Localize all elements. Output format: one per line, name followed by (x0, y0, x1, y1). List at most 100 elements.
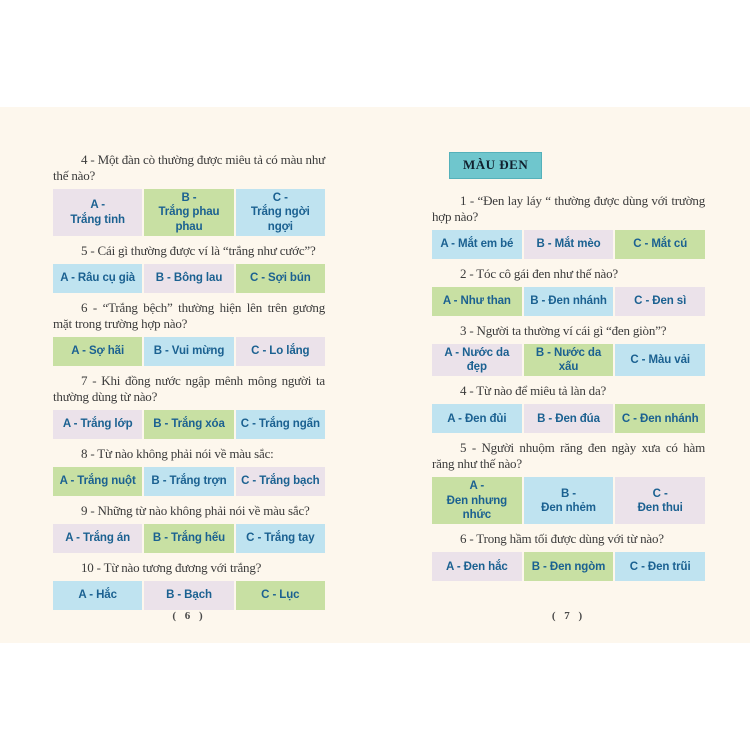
option-label: C - Lo lắng (251, 345, 310, 358)
options-row: A - Trắng án B - Trắng hếu C - Trắng tay (53, 524, 325, 554)
question-block: 3 - Người ta thường ví cái gì “đen giòn”… (432, 322, 706, 377)
question-block: 2 - Tóc cô gái đen như thế nào? A - Như t… (432, 265, 706, 316)
question-text: 7 - Khi đồng nước ngập mênh mông người t… (53, 373, 325, 405)
option-c: C - Đen trũi (615, 552, 706, 582)
question-text: 8 - Từ nào không phải nói về màu sắc: (81, 446, 274, 462)
page-number: ( 6 ) (172, 610, 206, 622)
options-row: A - Như than B - Đen nhánh C - Đen sì (432, 286, 706, 316)
options-row: A - Hắc B - Bạch C - Lục (53, 581, 325, 611)
option-c: C - Trắng ngấn (235, 410, 325, 440)
option-a: A - Nước da đẹp (432, 343, 522, 377)
option-label: B - Mắt mèo (536, 237, 601, 250)
option-c: C - Đen thui (615, 477, 706, 525)
option-label: Đen thui (637, 501, 683, 514)
option-label: C - Đen nhánh (621, 412, 699, 425)
option-c: C - Đen sì (615, 286, 706, 316)
option-a: A - Đen hắc (432, 552, 522, 582)
question-block: 10 - Từ nào tương đương với trắng? A - Hắ… (53, 560, 325, 611)
question-text: 1 - “Đen lay láy “ thường được dùng với … (432, 192, 705, 224)
option-c: C - Đen nhánh (615, 404, 706, 434)
option-b: B - Nước da xấu (523, 343, 614, 377)
page-7: MÀU ĐEN 1 - “Đen lay láy “ thường được dù… (432, 152, 705, 643)
option-label: A - Như than (442, 294, 511, 307)
option-label: B - Bông lau (155, 272, 223, 285)
option-label: B - Đen đúa (537, 412, 600, 425)
option-a: A - Đen đủi (432, 404, 522, 434)
option-label: B - Đen ngòm (531, 560, 606, 573)
question-block: 6 - “Trắng bệch” thường hiện lên trên gư… (53, 300, 325, 367)
option-label: Trắng tinh (70, 213, 125, 226)
option-c: C - Sợi bún (235, 264, 325, 294)
options-row: A - Nước da đẹp B - Nước da xấu C - Màu vả… (432, 343, 706, 377)
option-b: B - Đen nhẻm (523, 477, 614, 525)
question-text: 2 - Tóc cô gái đen như thế nào? (460, 265, 618, 281)
option-label: A - Râu cụ già (60, 272, 136, 285)
option-label: A - Trắng lớp (62, 418, 133, 431)
question-text: 4 - Một đàn cò thường được miêu tả có mà… (53, 152, 325, 183)
option-label: Đen nhưng nhức (446, 494, 508, 522)
option-label: A - Hắc (78, 589, 117, 602)
question-block: 4 - Từ nào để miêu tả làn da? A - Đen đủi… (432, 383, 706, 434)
option-prefix: B - (181, 192, 197, 204)
option-b: B - Đen nhánh (523, 286, 614, 316)
option-a: A - Trắng lớp (53, 410, 143, 440)
question-block: 9 - Những từ nào không phải nói về màu s… (53, 503, 325, 554)
option-b: B - Trắng phau phau (144, 189, 234, 237)
option-label: B - Nước da xấu (535, 346, 602, 373)
option-b: B - Mắt mèo (523, 229, 614, 259)
options-row: A - Trắng nuột B - Trắng trợn C - Trắng bạ… (53, 467, 325, 497)
option-c: C - Trắng tay (235, 524, 325, 554)
options-row: A - Trắng tinh B - Trắng phau phau C - Trắng … (53, 189, 325, 237)
option-a: A - Mắt em bé (432, 229, 522, 259)
option-label: Trắng ngời ngợi (250, 206, 310, 233)
option-label: C - Màu vải (630, 353, 690, 366)
option-prefix: A - (469, 480, 485, 493)
options-row: A - Đen đủi B - Đen đúa C - Đen nhánh (432, 404, 706, 434)
option-c: C - Màu vải (615, 343, 706, 377)
question-text: 3 - Người ta thường ví cái gì “đen giòn”… (460, 322, 667, 338)
option-label: A - Trắng nuột (59, 475, 136, 488)
question-text: 5 - Cái gì thường được ví là “trắng như … (81, 243, 316, 259)
option-b: B - Vui mừng (144, 337, 234, 367)
option-b: B - Bạch (144, 581, 234, 611)
question-block: 4 - Một đàn cò thường được miêu tả có mà… (53, 152, 325, 237)
page-number: ( 7 ) (551, 610, 586, 622)
question-block: 5 - Cái gì thường được ví là “trắng như … (53, 243, 325, 294)
section-header: MÀU ĐEN (449, 152, 543, 179)
option-label: C - Trắng ngấn (240, 418, 320, 431)
option-a: A - Sợ hãi (53, 337, 143, 367)
book-pages: 4 - Một đàn cò thường được miêu tả có mà… (0, 107, 750, 643)
option-prefix: A - (90, 199, 105, 212)
option-label: B - Trắng trợn (151, 475, 227, 488)
question-text: 5 - Người nhuộm răng đen ngày xưa có hàm… (432, 440, 705, 472)
option-c: C - Mắt cú (615, 229, 706, 259)
option-b: B - Đen ngòm (523, 552, 614, 582)
option-a: A - Đen nhưng nhức (432, 477, 522, 525)
option-label: B - Trắng hếu (152, 532, 226, 545)
option-b: B - Trắng trợn (144, 467, 234, 497)
options-row: A - Trắng lớp B - Trắng xóa C - Trắng ngấn (53, 410, 325, 440)
page-6: 4 - Một đàn cò thường được miêu tả có mà… (53, 152, 325, 643)
question-block: 7 - Khi đồng nước ngập mênh mông người t… (53, 373, 325, 440)
option-a: A - Như than (432, 286, 522, 316)
question-block: 1 - “Đen lay láy “ thường được dùng với … (432, 193, 705, 259)
options-row: A - Đen nhưng nhức B - Đen nhẻm C - Đen thui (432, 477, 706, 525)
option-b: B - Bông lau (144, 264, 234, 294)
options-row: A - Đen hắc B - Đen ngòm C - Đen trũi (432, 552, 706, 582)
question-block: 5 - Người nhuộm răng đen ngày xưa có hàm… (432, 440, 706, 525)
question-text: 6 - Trong hầm tối được dùng với từ nào? (460, 531, 664, 547)
option-b: B - Đen đúa (523, 404, 614, 434)
question-block: 6 - Trong hầm tối được dùng với từ nào? A… (432, 531, 706, 582)
option-label: C - Đen sì (634, 294, 687, 307)
options-row: A - Râu cụ già B - Bông lau C - Sợi bún (53, 264, 325, 294)
option-prefix: C - (652, 487, 668, 500)
question-text: 9 - Những từ nào không phải nói về màu s… (81, 503, 310, 519)
option-c: C - Trắng bạch (235, 467, 325, 497)
option-label: B - Vui mừng (153, 345, 225, 358)
question-text: 10 - Từ nào tương đương với trắng? (81, 560, 262, 576)
option-a: A - Trắng án (53, 524, 143, 554)
option-label: A - Đen đủi (447, 412, 507, 425)
option-label: A - Trắng án (65, 532, 131, 545)
option-label: C - Sợi bún (249, 272, 311, 285)
